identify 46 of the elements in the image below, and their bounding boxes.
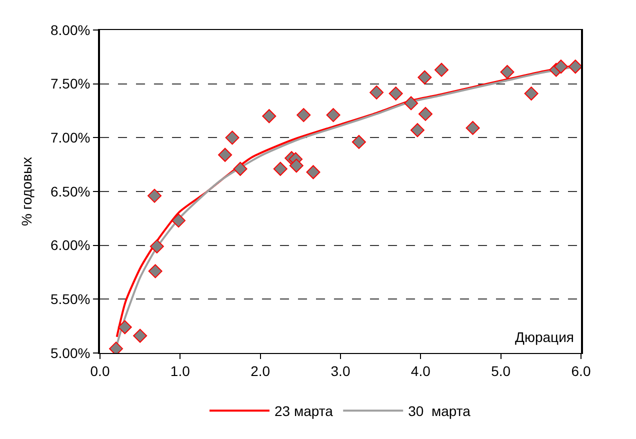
point bbox=[326, 108, 340, 122]
y-tick-label: 6.50% bbox=[50, 183, 90, 200]
x-tick-label: 5.0 bbox=[491, 362, 511, 379]
point bbox=[289, 158, 304, 173]
x-tick-label: 1.0 bbox=[170, 362, 190, 379]
point bbox=[225, 130, 240, 145]
point bbox=[148, 188, 162, 203]
x-tick-label: 2.0 bbox=[250, 362, 270, 379]
y-axis-title: % годовых bbox=[18, 156, 35, 226]
point bbox=[233, 162, 248, 176]
point bbox=[262, 109, 276, 124]
x-axis-title: Дюрация bbox=[515, 329, 574, 345]
y-tick-label: 7.50% bbox=[50, 76, 90, 92]
point bbox=[296, 108, 311, 122]
point bbox=[370, 85, 384, 100]
point bbox=[466, 120, 480, 135]
y-tick-label: 7.00% bbox=[50, 130, 90, 146]
y-tick-label: 6.00% bbox=[50, 237, 90, 254]
x-tick-label: 0.0 bbox=[90, 362, 110, 379]
point bbox=[148, 264, 162, 278]
point bbox=[273, 162, 288, 176]
point bbox=[434, 62, 449, 77]
point bbox=[568, 60, 581, 74]
point bbox=[500, 64, 514, 79]
point bbox=[352, 134, 366, 149]
point bbox=[554, 60, 568, 74]
point bbox=[404, 96, 418, 110]
y-tick-label: 8.00% bbox=[50, 22, 90, 38]
point bbox=[410, 123, 424, 138]
x-tick-label: 3.0 bbox=[330, 362, 350, 379]
point bbox=[388, 86, 403, 101]
point bbox=[172, 214, 186, 228]
legend-label: 30 марта bbox=[408, 403, 471, 420]
legend-label: 23 марта bbox=[274, 403, 334, 420]
point bbox=[218, 148, 232, 162]
x-tick-label: 4.0 bbox=[410, 362, 431, 379]
point bbox=[418, 70, 432, 84]
point bbox=[418, 106, 432, 121]
y-tick-label: 5.50% bbox=[50, 291, 90, 308]
point bbox=[133, 328, 148, 343]
y-tick-label: 5.00% bbox=[50, 344, 90, 361]
point bbox=[150, 239, 164, 254]
x-tick-label: 6.0 bbox=[571, 362, 591, 379]
point bbox=[118, 320, 132, 334]
point bbox=[306, 165, 320, 180]
point bbox=[524, 86, 538, 101]
